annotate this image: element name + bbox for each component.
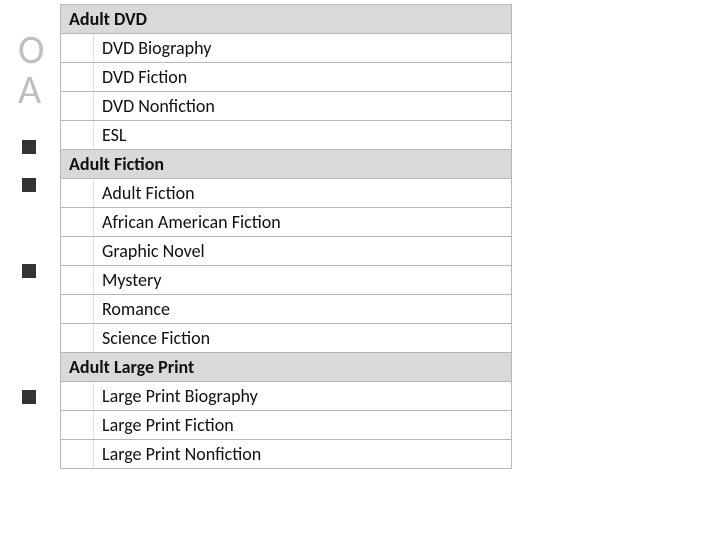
tree-item[interactable]: Mystery: [61, 266, 511, 295]
tree-indent: [61, 440, 94, 468]
tree-group-label: Adult Fiction: [61, 150, 511, 178]
tree-item-label: DVD Biography: [94, 34, 511, 62]
tree-item[interactable]: Large Print Fiction: [61, 411, 511, 440]
tree-item-label: Graphic Novel: [94, 237, 511, 265]
tree-item-label: ESL: [94, 121, 511, 149]
tree-indent: [61, 34, 94, 62]
slide-bullet: [22, 178, 36, 192]
tree-group-label: Adult DVD: [61, 5, 511, 33]
tree-item-label: Romance: [94, 295, 511, 323]
tree-item-label: Large Print Fiction: [94, 411, 511, 439]
tree-item[interactable]: DVD Fiction: [61, 63, 511, 92]
tree-item-label: Mystery: [94, 266, 511, 294]
slide-bullet: [22, 140, 36, 154]
tree-item-label: Large Print Nonfiction: [94, 440, 511, 468]
tree-item[interactable]: DVD Biography: [61, 34, 511, 63]
slide-bullet: [22, 390, 36, 404]
tree-item[interactable]: Graphic Novel: [61, 237, 511, 266]
tree-item[interactable]: Large Print Nonfiction: [61, 440, 511, 468]
tree-indent: [61, 208, 94, 236]
tree-item-label: Adult Fiction: [94, 179, 511, 207]
tree-item[interactable]: African American Fiction: [61, 208, 511, 237]
tree-indent: [61, 92, 94, 120]
tree-group-header[interactable]: Adult Large Print: [61, 353, 511, 382]
tree-indent: [61, 237, 94, 265]
tree-indent: [61, 382, 94, 410]
category-tree: Adult DVDDVD BiographyDVD FictionDVD Non…: [60, 4, 512, 469]
tree-indent: [61, 121, 94, 149]
tree-indent: [61, 63, 94, 91]
tree-item[interactable]: Science Fiction: [61, 324, 511, 353]
tree-group-header[interactable]: Adult Fiction: [61, 150, 511, 179]
tree-item[interactable]: ESL: [61, 121, 511, 150]
tree-item[interactable]: Romance: [61, 295, 511, 324]
slide-bullet: [22, 264, 36, 278]
tree-item-label: Large Print Biography: [94, 382, 511, 410]
tree-indent: [61, 266, 94, 294]
tree-indent: [61, 179, 94, 207]
bg-fragment-o: O: [18, 30, 46, 70]
tree-indent: [61, 295, 94, 323]
tree-item-label: African American Fiction: [94, 208, 511, 236]
tree-indent: [61, 411, 94, 439]
tree-indent: [61, 324, 94, 352]
tree-item[interactable]: Adult Fiction: [61, 179, 511, 208]
tree-item[interactable]: DVD Nonfiction: [61, 92, 511, 121]
tree-item[interactable]: Large Print Biography: [61, 382, 511, 411]
tree-group-header[interactable]: Adult DVD: [61, 5, 511, 34]
tree-item-label: DVD Fiction: [94, 63, 511, 91]
bg-fragment-a: A: [18, 70, 43, 110]
tree-item-label: DVD Nonfiction: [94, 92, 511, 120]
tree-group-label: Adult Large Print: [61, 353, 511, 381]
tree-item-label: Science Fiction: [94, 324, 511, 352]
